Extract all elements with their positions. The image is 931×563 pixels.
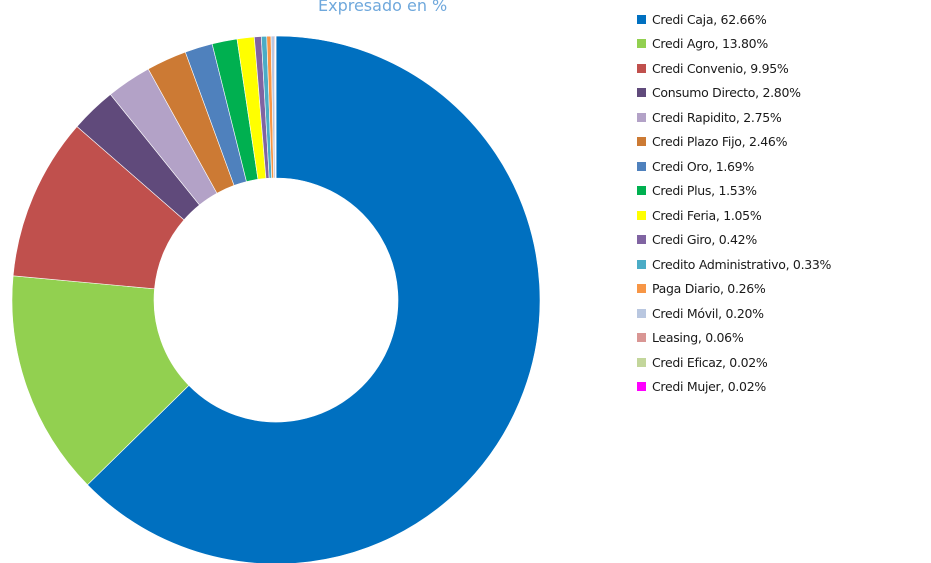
legend-value: 13.80% [722, 36, 768, 52]
legend-label: Credi Giro [652, 232, 719, 247]
chart [11, 35, 541, 563]
legend-value: 0.20% [725, 305, 765, 321]
legend-value: 0.33% [792, 256, 832, 272]
legend-item: Credi Convenio9.95% [637, 56, 831, 81]
legend-item: Credi Caja62.66% [637, 7, 831, 32]
legend-label: Credi Agro [652, 36, 722, 51]
legend-item: Credi Feria1.05% [637, 203, 831, 228]
legend-swatch [637, 63, 646, 73]
legend-value: 0.02% [729, 354, 768, 370]
legend-swatch [637, 39, 646, 49]
legend-label: Credi Eficaz [652, 355, 729, 370]
legend-label: Credi Rapidito [652, 110, 743, 125]
legend-value: 0.06% [705, 330, 744, 346]
legend-item: Credi Plazo Fijo2.46% [637, 130, 831, 155]
legend-item: Consumo Directo2.80% [637, 81, 831, 106]
legend-swatch [637, 14, 646, 24]
legend-item: Credi Plus1.53% [637, 179, 831, 204]
legend-value: 9.95% [750, 60, 789, 76]
chart-subtitle: Expresado en % [318, 0, 448, 15]
legend-label: Credi Oro [652, 159, 716, 174]
legend-swatch [637, 308, 646, 318]
legend-item: Leasing0.06% [637, 326, 831, 351]
legend-swatch [637, 333, 646, 343]
legend-item: Paga Diario0.26% [637, 277, 831, 302]
legend-label: Credi Plus [652, 183, 718, 198]
legend-value: 1.53% [718, 183, 757, 199]
legend-label: Consumo Directo [652, 85, 762, 100]
legend-label: Credi Móvil [652, 306, 726, 321]
legend-value: 1.69% [715, 158, 755, 174]
legend-value: 2.80% [762, 85, 801, 101]
legend-label: Credi Convenio [652, 61, 750, 76]
legend-swatch [637, 112, 646, 122]
legend-item: Credi Oro1.69% [637, 154, 831, 179]
legend-item: Credi Giro0.42% [637, 228, 831, 253]
donut-slice [87, 35, 541, 563]
legend-label: Credi Plazo Fijo [652, 134, 749, 149]
legend-value: 0.02% [727, 379, 767, 395]
legend-item: Credi Eficaz0.02% [637, 350, 831, 375]
legend-swatch [637, 259, 646, 269]
legend-item: Credi Rapidito2.75% [637, 105, 831, 130]
legend-swatch [637, 210, 646, 220]
legend-value: 1.05% [723, 207, 762, 223]
legend-value: 2.46% [748, 134, 788, 150]
legend-label: Credi Caja [652, 12, 721, 27]
legend-swatch [637, 382, 646, 392]
legend-swatch [637, 161, 646, 171]
legend-label: Leasing [652, 330, 705, 345]
legend-label: Credi Mujer [652, 379, 728, 394]
legend-value: 2.75% [743, 109, 782, 125]
legend-value: 62.66% [720, 11, 767, 27]
legend-swatch [637, 137, 646, 147]
legend-value: 0.42% [718, 232, 758, 248]
legend-item: Credi Mujer0.02% [637, 375, 831, 400]
legend-swatch [637, 284, 646, 294]
legend-item: Credito Administrativo0.33% [637, 252, 831, 277]
legend-label: Paga Diario [652, 281, 727, 296]
legend-swatch [637, 235, 646, 245]
donut-slice [11, 275, 190, 486]
legend-swatch [637, 357, 646, 367]
legend-swatch [637, 186, 646, 196]
legend-label: Credi Feria [652, 208, 723, 223]
legend-item: Credi Agro13.80% [637, 32, 831, 57]
legend-item: Credi Móvil0.20% [637, 301, 831, 326]
legend-value: 0.26% [727, 281, 766, 297]
legend-label: Credito Administrativo [652, 257, 793, 272]
legend: Credi Caja62.66%Credi Agro13.80%Credi Co… [637, 7, 831, 399]
legend-swatch [637, 88, 646, 98]
